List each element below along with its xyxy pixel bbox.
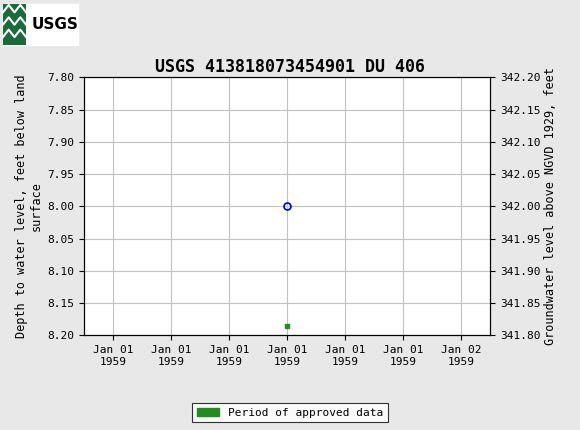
- Text: USGS: USGS: [32, 17, 79, 32]
- Y-axis label: Depth to water level, feet below land
surface: Depth to water level, feet below land su…: [15, 74, 44, 338]
- Y-axis label: Groundwater level above NGVD 1929, feet: Groundwater level above NGVD 1929, feet: [545, 68, 557, 345]
- FancyBboxPatch shape: [3, 4, 78, 46]
- Legend: Period of approved data: Period of approved data: [193, 403, 387, 422]
- Text: USGS 413818073454901 DU 406: USGS 413818073454901 DU 406: [155, 58, 425, 76]
- Bar: [3, 4, 26, 46]
